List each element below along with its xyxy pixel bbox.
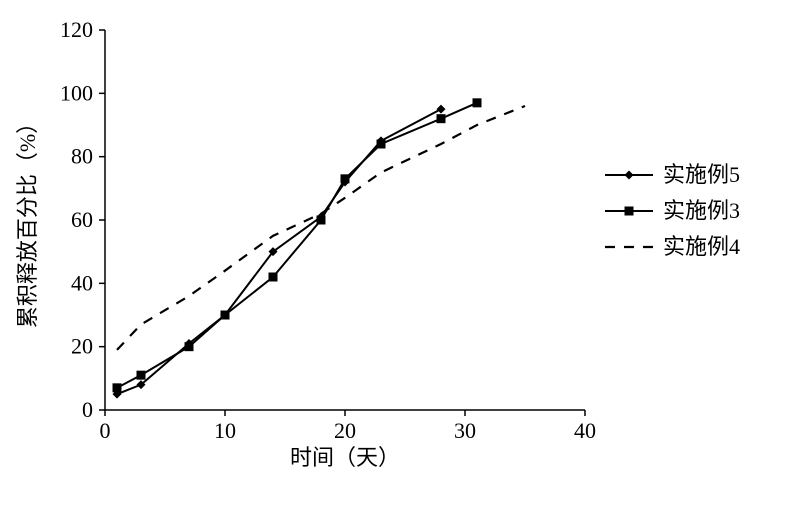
x-tick-label: 30 [454,418,476,443]
y-tick-label: 120 [60,17,93,42]
x-axis-title: 时间（天） [290,445,400,470]
series-ex3-marker [341,174,350,183]
series-ex3-marker [269,273,278,282]
series-ex5-marker [437,105,446,114]
series-ex3-line [117,103,477,388]
series-ex4-line [117,106,525,350]
y-tick-label: 40 [71,270,93,295]
legend-ex5-label: 实施例5 [663,162,740,187]
series-ex5-line [117,109,441,394]
y-tick-label: 20 [71,334,93,359]
x-tick-label: 10 [214,418,236,443]
y-tick-label: 60 [71,207,93,232]
series-ex3-marker [473,98,482,107]
series-ex3-marker [377,140,386,149]
series-ex3-marker [137,371,146,380]
legend-ex5-marker [625,171,634,180]
series-ex3-marker [113,383,122,392]
legend-ex3-label: 实施例3 [663,198,740,223]
x-tick-label: 40 [574,418,596,443]
series-ex3-marker [221,311,230,320]
y-tick-label: 100 [60,80,93,105]
y-tick-label: 0 [82,397,93,422]
legend-ex3-marker [625,207,634,216]
y-axis-title: 累积释放百分比（%） [15,112,40,328]
series-ex3-marker [185,342,194,351]
x-tick-label: 20 [334,418,356,443]
x-tick-label: 0 [100,418,111,443]
legend-ex4-label: 实施例4 [663,234,740,259]
chart-container: 0 10 20 30 40 0 20 40 60 80 100 120 时间（天） 累积释放百分比（%） 实… [0,0,800,513]
series-ex3-marker [437,114,446,123]
release-chart: 0 10 20 30 40 0 20 40 60 80 100 120 时间（天） 累积释放百分比（%） 实… [0,0,800,513]
y-tick-label: 80 [71,144,93,169]
series-ex3-marker [317,216,326,225]
